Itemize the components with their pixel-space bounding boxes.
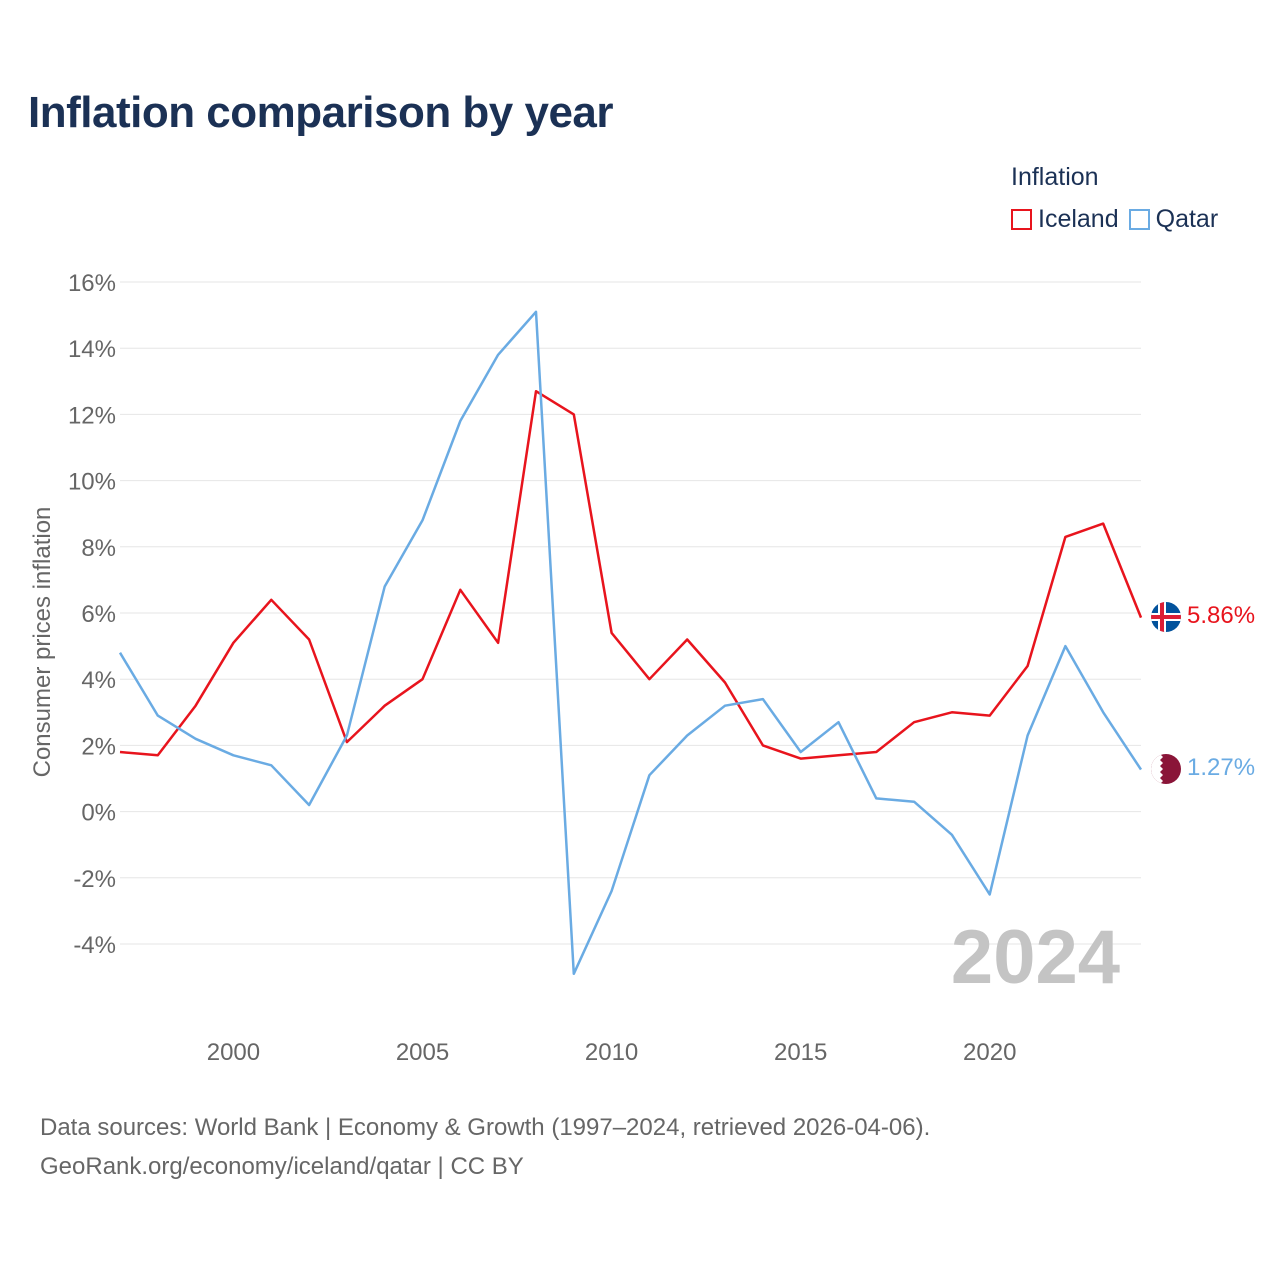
data-point-qatar[interactable] <box>1062 643 1068 649</box>
x-tick-label: 2005 <box>396 1039 449 1066</box>
data-point-qatar[interactable] <box>306 802 312 808</box>
y-tick-label: -2% <box>73 866 116 893</box>
chart-title: Inflation comparison by year <box>28 88 614 137</box>
data-point-iceland[interactable] <box>684 636 690 642</box>
data-point-qatar[interactable] <box>873 795 879 801</box>
legend-label-iceland: Iceland <box>1038 205 1119 233</box>
legend-label-qatar: Qatar <box>1155 205 1219 233</box>
footer-credit: GeoRank.org/economy/iceland/qatar | CC B… <box>40 1153 524 1180</box>
data-point-qatar[interactable] <box>949 832 955 838</box>
data-point-qatar[interactable] <box>155 713 161 719</box>
y-tick-label: 0% <box>81 800 116 827</box>
x-tick-label: 2015 <box>774 1039 827 1066</box>
y-tick-label: -4% <box>73 932 116 959</box>
data-point-iceland[interactable] <box>835 752 841 758</box>
data-point-iceland[interactable] <box>382 703 388 709</box>
data-point-qatar[interactable] <box>1138 767 1144 773</box>
data-point-qatar[interactable] <box>268 762 274 768</box>
data-point-iceland[interactable] <box>873 749 879 755</box>
data-point-iceland[interactable] <box>949 709 955 715</box>
series-line-iceland[interactable] <box>119 389 1143 760</box>
data-point-qatar[interactable] <box>835 719 841 725</box>
data-point-iceland[interactable] <box>798 756 804 762</box>
y-tick-label: 8% <box>81 535 116 562</box>
year-watermark: 2024 <box>951 915 1120 1000</box>
data-point-iceland[interactable] <box>1100 521 1106 527</box>
data-point-qatar[interactable] <box>420 517 426 523</box>
data-point-iceland[interactable] <box>609 630 615 636</box>
data-point-iceland[interactable] <box>987 713 993 719</box>
data-point-iceland[interactable] <box>420 676 426 682</box>
x-tick-label: 2000 <box>207 1039 260 1066</box>
data-point-qatar[interactable] <box>382 584 388 590</box>
data-point-iceland[interactable] <box>1025 663 1031 669</box>
data-point-qatar[interactable] <box>495 352 501 358</box>
data-point-qatar[interactable] <box>117 650 123 656</box>
series-lines <box>117 309 1144 977</box>
data-point-qatar[interactable] <box>1025 732 1031 738</box>
data-point-iceland[interactable] <box>193 703 199 709</box>
data-point-iceland[interactable] <box>457 587 463 593</box>
legend-swatch-iceland <box>1011 209 1032 230</box>
data-point-iceland[interactable] <box>646 676 652 682</box>
qatar-flag-icon <box>1151 754 1181 784</box>
data-point-iceland[interactable] <box>117 749 123 755</box>
iceland-end-value: 5.86% <box>1187 602 1255 629</box>
legend-item-qatar[interactable]: Qatar <box>1128 205 1219 234</box>
x-tick-label: 2010 <box>585 1039 638 1066</box>
data-point-iceland[interactable] <box>760 742 766 748</box>
data-point-iceland[interactable] <box>155 752 161 758</box>
y-tick-label: 16% <box>68 270 116 297</box>
data-point-iceland[interactable] <box>1062 534 1068 540</box>
series-line-qatar[interactable] <box>118 310 1143 976</box>
data-point-qatar[interactable] <box>760 696 766 702</box>
footer: Data sources: World Bank | Economy & Gro… <box>40 1108 930 1186</box>
x-axis-ticks: 2000 2005 2010 2015 2020 <box>207 1039 1017 1066</box>
qatar-end-value: 1.27% <box>1187 754 1255 781</box>
y-axis-label: Consumer prices inflation <box>29 507 56 778</box>
gridlines <box>120 281 1141 945</box>
data-point-iceland[interactable] <box>495 640 501 646</box>
footer-sources: Data sources: World Bank | Economy & Gro… <box>40 1114 931 1141</box>
data-point-qatar[interactable] <box>193 736 199 742</box>
y-tick-label: 4% <box>81 667 116 694</box>
data-point-iceland[interactable] <box>306 636 312 642</box>
data-point-iceland[interactable] <box>533 388 539 394</box>
data-point-qatar[interactable] <box>987 891 993 897</box>
data-point-iceland[interactable] <box>911 719 917 725</box>
data-point-qatar[interactable] <box>457 418 463 424</box>
data-point-qatar[interactable] <box>911 799 917 805</box>
data-point-qatar[interactable] <box>684 732 690 738</box>
data-point-iceland[interactable] <box>230 640 236 646</box>
data-point-iceland[interactable] <box>268 597 274 603</box>
data-point-qatar[interactable] <box>533 309 539 315</box>
y-tick-label: 12% <box>68 402 116 429</box>
data-point-qatar[interactable] <box>230 752 236 758</box>
legend-swatch-qatar <box>1128 209 1150 230</box>
data-point-iceland[interactable] <box>722 680 728 686</box>
data-point-qatar[interactable] <box>722 703 728 709</box>
data-point-qatar[interactable] <box>609 888 615 894</box>
y-tick-label: 10% <box>68 469 116 496</box>
x-tick-label: 2020 <box>963 1039 1016 1066</box>
data-point-qatar[interactable] <box>571 971 577 977</box>
legend-title: Inflation <box>1011 163 1099 191</box>
data-point-qatar[interactable] <box>646 772 652 778</box>
y-tick-label: 2% <box>81 733 116 760</box>
y-tick-label: 6% <box>81 601 116 628</box>
y-axis-ticks: 16% 14% 12% 10% 8% 6% 4% 2% 0% -2% -4% <box>68 270 116 959</box>
data-point-qatar[interactable] <box>1100 709 1106 715</box>
y-tick-label: 14% <box>68 336 116 363</box>
data-point-qatar[interactable] <box>798 749 804 755</box>
data-point-iceland[interactable] <box>571 411 577 417</box>
data-point-iceland[interactable] <box>1138 615 1144 621</box>
legend-item-iceland[interactable]: Iceland <box>1011 205 1119 234</box>
iceland-flag-icon <box>1151 602 1181 632</box>
data-point-qatar[interactable] <box>344 732 350 738</box>
legend: Iceland Qatar <box>1011 205 1218 234</box>
